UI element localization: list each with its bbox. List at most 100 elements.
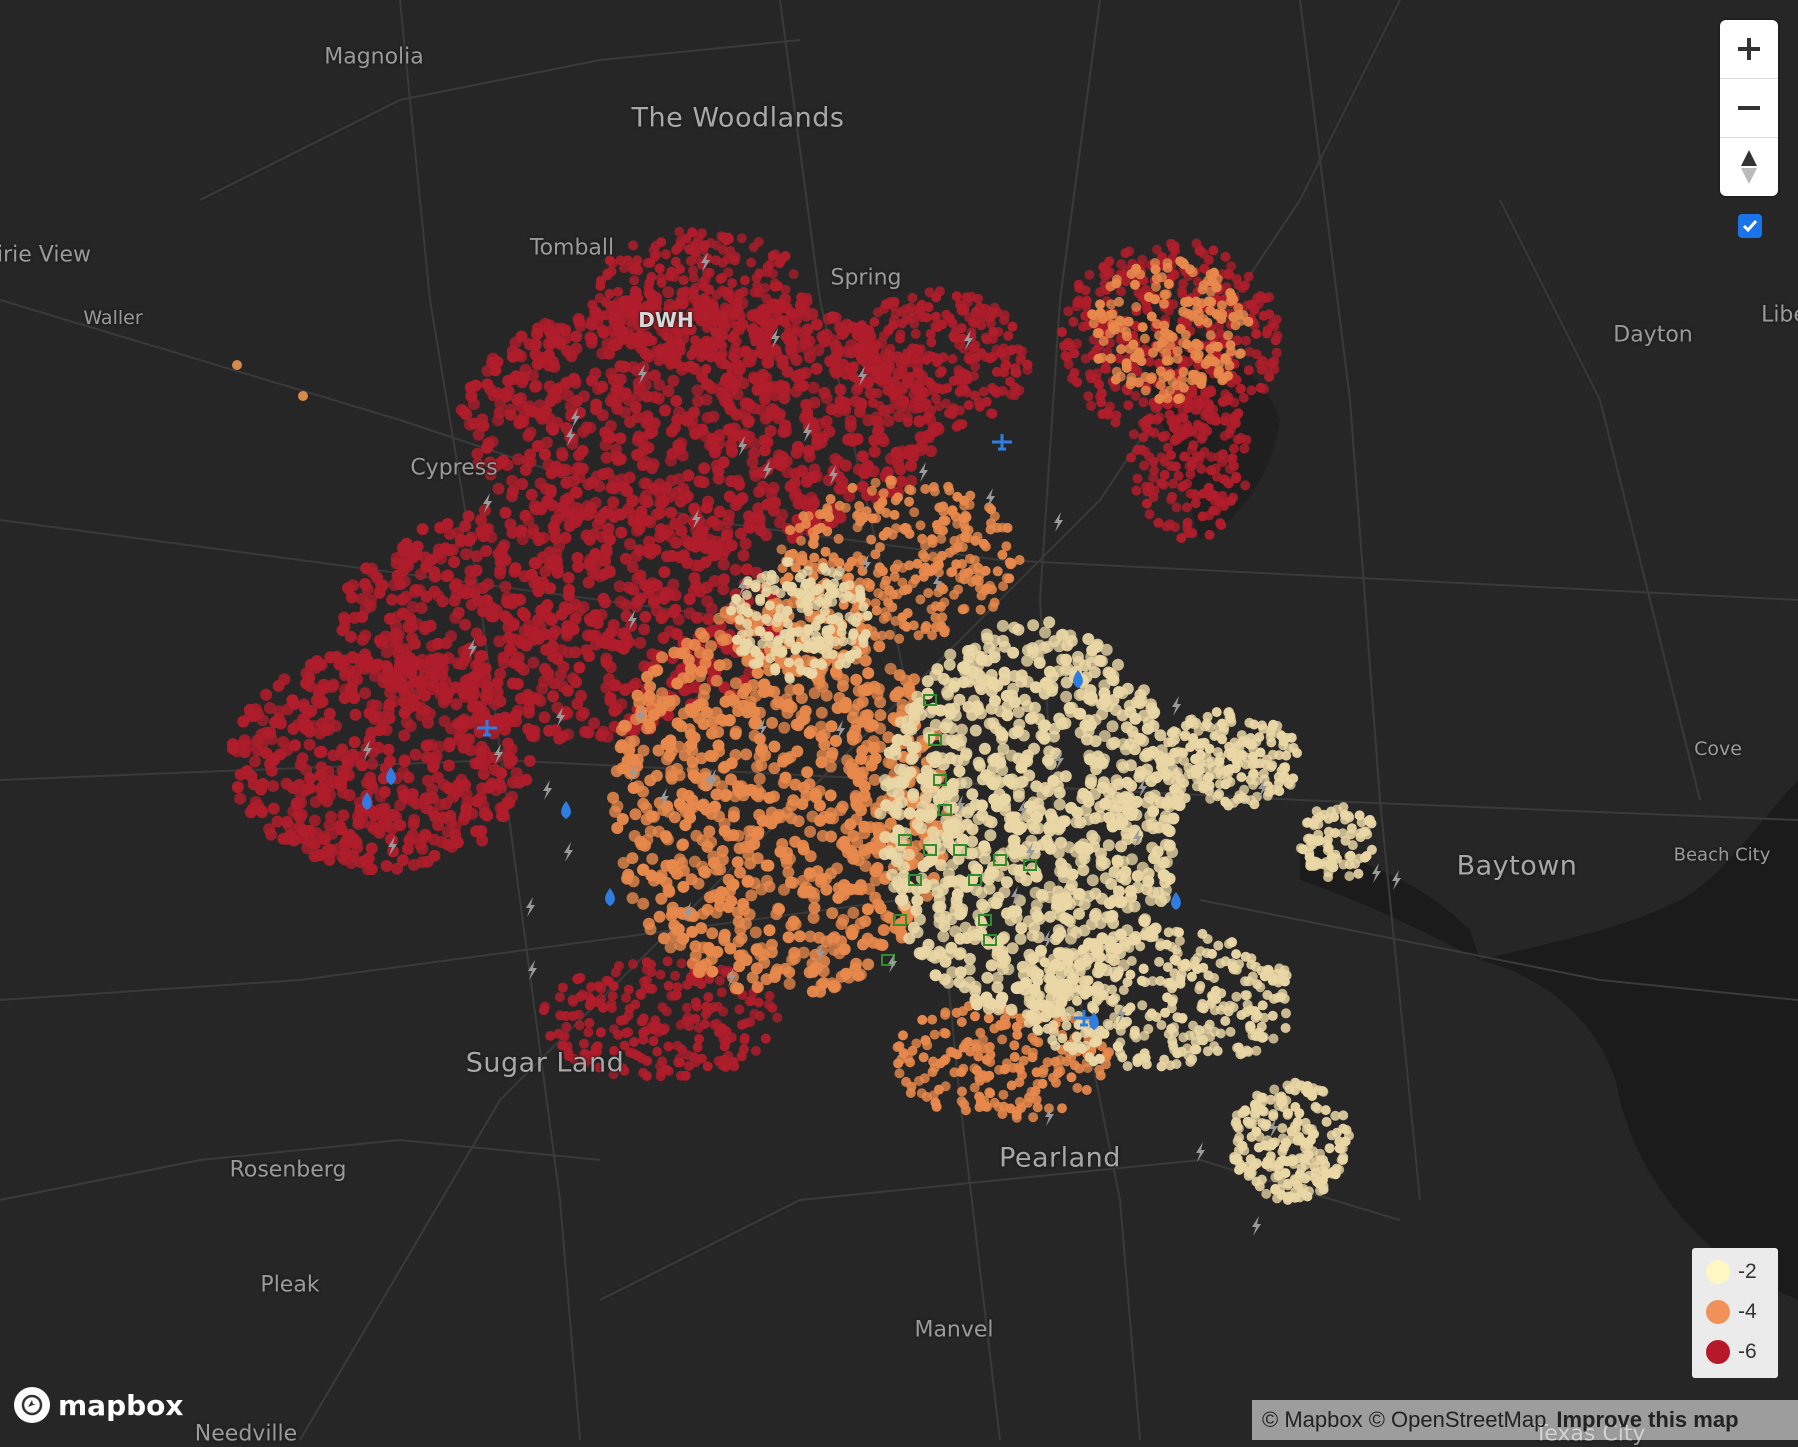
- heat-cell: [748, 465, 761, 478]
- road: [399, 0, 581, 1440]
- heat-cell: [668, 811, 681, 824]
- heat-cell: [347, 691, 360, 704]
- heat-cell: [803, 867, 816, 880]
- heat-cell: [475, 514, 487, 526]
- heat-cell: [705, 602, 718, 615]
- heat-cell: [559, 324, 572, 337]
- heat-cell: [656, 687, 669, 700]
- heat-cell: [309, 795, 322, 808]
- heat-cell: [573, 661, 586, 674]
- heat-cell: [666, 266, 677, 277]
- heat-cell: [567, 994, 578, 1005]
- heat-cell: [539, 448, 551, 461]
- heat-cell: [435, 552, 447, 565]
- heat-cell: [410, 797, 423, 810]
- heat-cell: [1166, 461, 1176, 471]
- heat-cell: [646, 967, 657, 978]
- heat-cell: [294, 811, 307, 824]
- heat-cell: [547, 520, 560, 533]
- heat-cell: [725, 539, 738, 552]
- heat-cell: [734, 527, 747, 540]
- heat-cell: [843, 561, 854, 572]
- heat-cell: [1084, 269, 1095, 280]
- road: [0, 1138, 601, 1201]
- heat-cell: [561, 684, 574, 697]
- heat-cell: [974, 1102, 985, 1113]
- heat-cell: [532, 632, 545, 645]
- heat-cell: [774, 258, 785, 269]
- heat-cell: [1244, 346, 1255, 357]
- heat-cell: [677, 482, 690, 495]
- heat-cell: [894, 917, 907, 930]
- heat-cell: [750, 1045, 761, 1056]
- road: [1299, 0, 1421, 1201]
- heat-cell: [801, 412, 814, 425]
- heat-cell: [810, 362, 823, 375]
- heat-cell: [1017, 1070, 1027, 1081]
- heat-cell: [913, 630, 924, 641]
- heat-cell: [808, 396, 821, 409]
- heat-cell: [1120, 276, 1131, 287]
- heat-cell: [1037, 1068, 1048, 1079]
- heat-cell: [607, 339, 620, 352]
- heat-cell: [333, 819, 346, 832]
- heat-cell: [925, 328, 936, 339]
- heat-cell: [983, 1013, 994, 1024]
- heat-cell: [681, 1002, 692, 1013]
- heat-cell: [813, 785, 826, 798]
- heat-cell: [538, 711, 551, 724]
- heat-cell: [540, 643, 553, 656]
- heat-cell: [1126, 376, 1137, 387]
- heat-cell: [917, 533, 928, 544]
- heat-cell: [380, 860, 393, 872]
- heat-cell: [480, 594, 493, 607]
- heat-cell: [849, 789, 862, 802]
- heat-cell: [698, 462, 711, 475]
- heat-cell: [470, 627, 483, 640]
- heat-cell: [870, 549, 881, 560]
- heat-cell: [559, 531, 572, 544]
- heat-cell: [688, 272, 699, 283]
- heat-cell: [779, 700, 792, 713]
- heat-cell: [926, 604, 937, 615]
- heat-cell: [1164, 519, 1175, 530]
- heat-cell: [758, 434, 771, 447]
- heat-cell: [717, 348, 728, 359]
- heat-cell: [418, 669, 431, 682]
- heat-cell: [498, 539, 511, 552]
- heat-cell: [739, 275, 750, 286]
- heat-cell: [896, 369, 907, 380]
- heat-cell: [234, 792, 247, 805]
- heat-cell: [656, 237, 667, 248]
- heat-cell: [1182, 339, 1192, 350]
- heat-cell: [314, 683, 327, 695]
- heat-cell: [772, 902, 785, 915]
- heat-cell: [708, 575, 721, 587]
- heat-cell: [740, 748, 753, 761]
- heat-cell: [345, 682, 358, 695]
- heat-cell: [976, 307, 987, 318]
- heat-cell: [844, 415, 857, 427]
- heat-cell: [1187, 528, 1198, 539]
- heat-cell: [1172, 346, 1183, 357]
- heat-cell: [464, 381, 477, 394]
- heat-cell: [1081, 1085, 1092, 1095]
- heat-cell: [824, 789, 837, 802]
- heat-cell: [613, 1029, 624, 1040]
- heat-cell: [850, 673, 863, 686]
- heat-cell: [545, 1030, 556, 1041]
- heat-cell: [867, 719, 879, 732]
- heat-cell: [529, 338, 542, 351]
- heat-cell: [472, 428, 485, 441]
- heat-cell: [646, 271, 657, 282]
- heat-cell: [325, 810, 337, 823]
- heat-cell: [1173, 423, 1184, 434]
- heat-cell: [662, 286, 675, 299]
- heat-cell: [486, 356, 499, 369]
- heat-cell: [869, 317, 880, 327]
- heat-cell: [881, 354, 891, 365]
- heat-cell: [897, 318, 908, 329]
- heat-cell: [856, 450, 869, 463]
- heat-cell: [861, 709, 874, 722]
